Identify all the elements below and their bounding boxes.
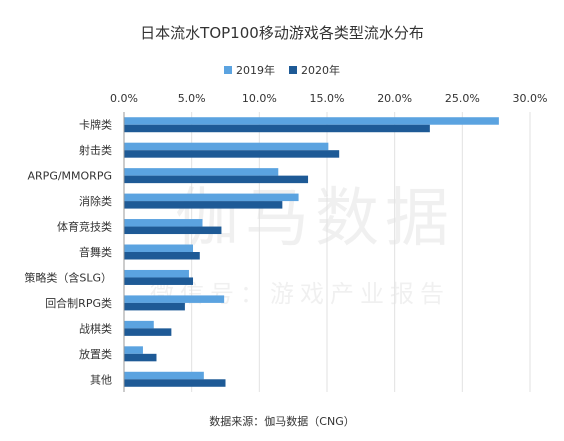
- bar-2020: [124, 175, 309, 184]
- bar-2019: [124, 168, 279, 176]
- legend-label-2019: 2019年: [236, 63, 275, 77]
- category-label: 其他: [90, 373, 112, 386]
- bar-2019: [124, 269, 189, 278]
- bar-2020: [124, 226, 222, 235]
- bar-2019: [124, 244, 194, 252]
- bar-2020: [124, 252, 200, 260]
- bar-2019: [124, 117, 499, 125]
- category-label: 策略类（含SLG）: [24, 270, 112, 284]
- x-axis-ticks: 0.0% 5.0% 10.0% 15.0% 20.0% 25.0% 30.0%: [110, 92, 547, 105]
- bars: [124, 117, 499, 387]
- category-label: ARPG/MMORPG: [28, 170, 112, 183]
- bar-2020: [124, 150, 340, 158]
- category-label: 射击类: [79, 143, 112, 157]
- bar-2020: [124, 379, 226, 387]
- bar-2019: [124, 193, 299, 202]
- watermark-sub: 微信号：游戏产业报告: [150, 280, 450, 308]
- bar-2020: [124, 201, 283, 209]
- bar-2020: [124, 328, 172, 336]
- legend-swatch-2020: [289, 66, 297, 74]
- bar-2019: [124, 346, 143, 354]
- category-label: 卡牌类: [79, 118, 112, 132]
- bar-2020: [124, 353, 157, 362]
- category-label: 消除类: [79, 194, 112, 208]
- bar-2020: [124, 277, 194, 285]
- source-note: 数据来源：伽马数据（CNG）: [209, 414, 354, 428]
- x-tick-label: 30.0%: [513, 92, 548, 105]
- bar-2020: [124, 124, 430, 133]
- category-label: 战棋类: [79, 321, 112, 335]
- legend: 2019年 2020年: [224, 63, 340, 77]
- category-label: 放置类: [79, 347, 112, 361]
- bar-2019: [124, 295, 225, 303]
- x-tick-label: 20.0%: [377, 92, 412, 105]
- x-tick-label: 25.0%: [445, 92, 480, 105]
- category-label: 回合制RPG类: [45, 296, 112, 310]
- chart-title: 日本流水TOP100移动游戏各类型流水分布: [140, 24, 424, 42]
- x-tick-label: 5.0%: [178, 92, 206, 105]
- bar-2019: [124, 371, 204, 380]
- x-tick-label: 10.0%: [242, 92, 277, 105]
- bar-2020: [124, 302, 185, 311]
- category-label: 体育竞技类: [57, 220, 112, 234]
- x-tick-label: 15.0%: [310, 92, 345, 105]
- legend-label-2020: 2020年: [301, 63, 340, 77]
- bar-2019: [124, 142, 329, 151]
- bar-2019: [124, 320, 154, 329]
- watermark-main: 伽马数据: [175, 182, 455, 256]
- legend-swatch-2019: [224, 66, 232, 74]
- x-tick-label: 0.0%: [110, 92, 138, 105]
- category-label: 音舞类: [79, 245, 112, 259]
- bar-2019: [124, 219, 203, 227]
